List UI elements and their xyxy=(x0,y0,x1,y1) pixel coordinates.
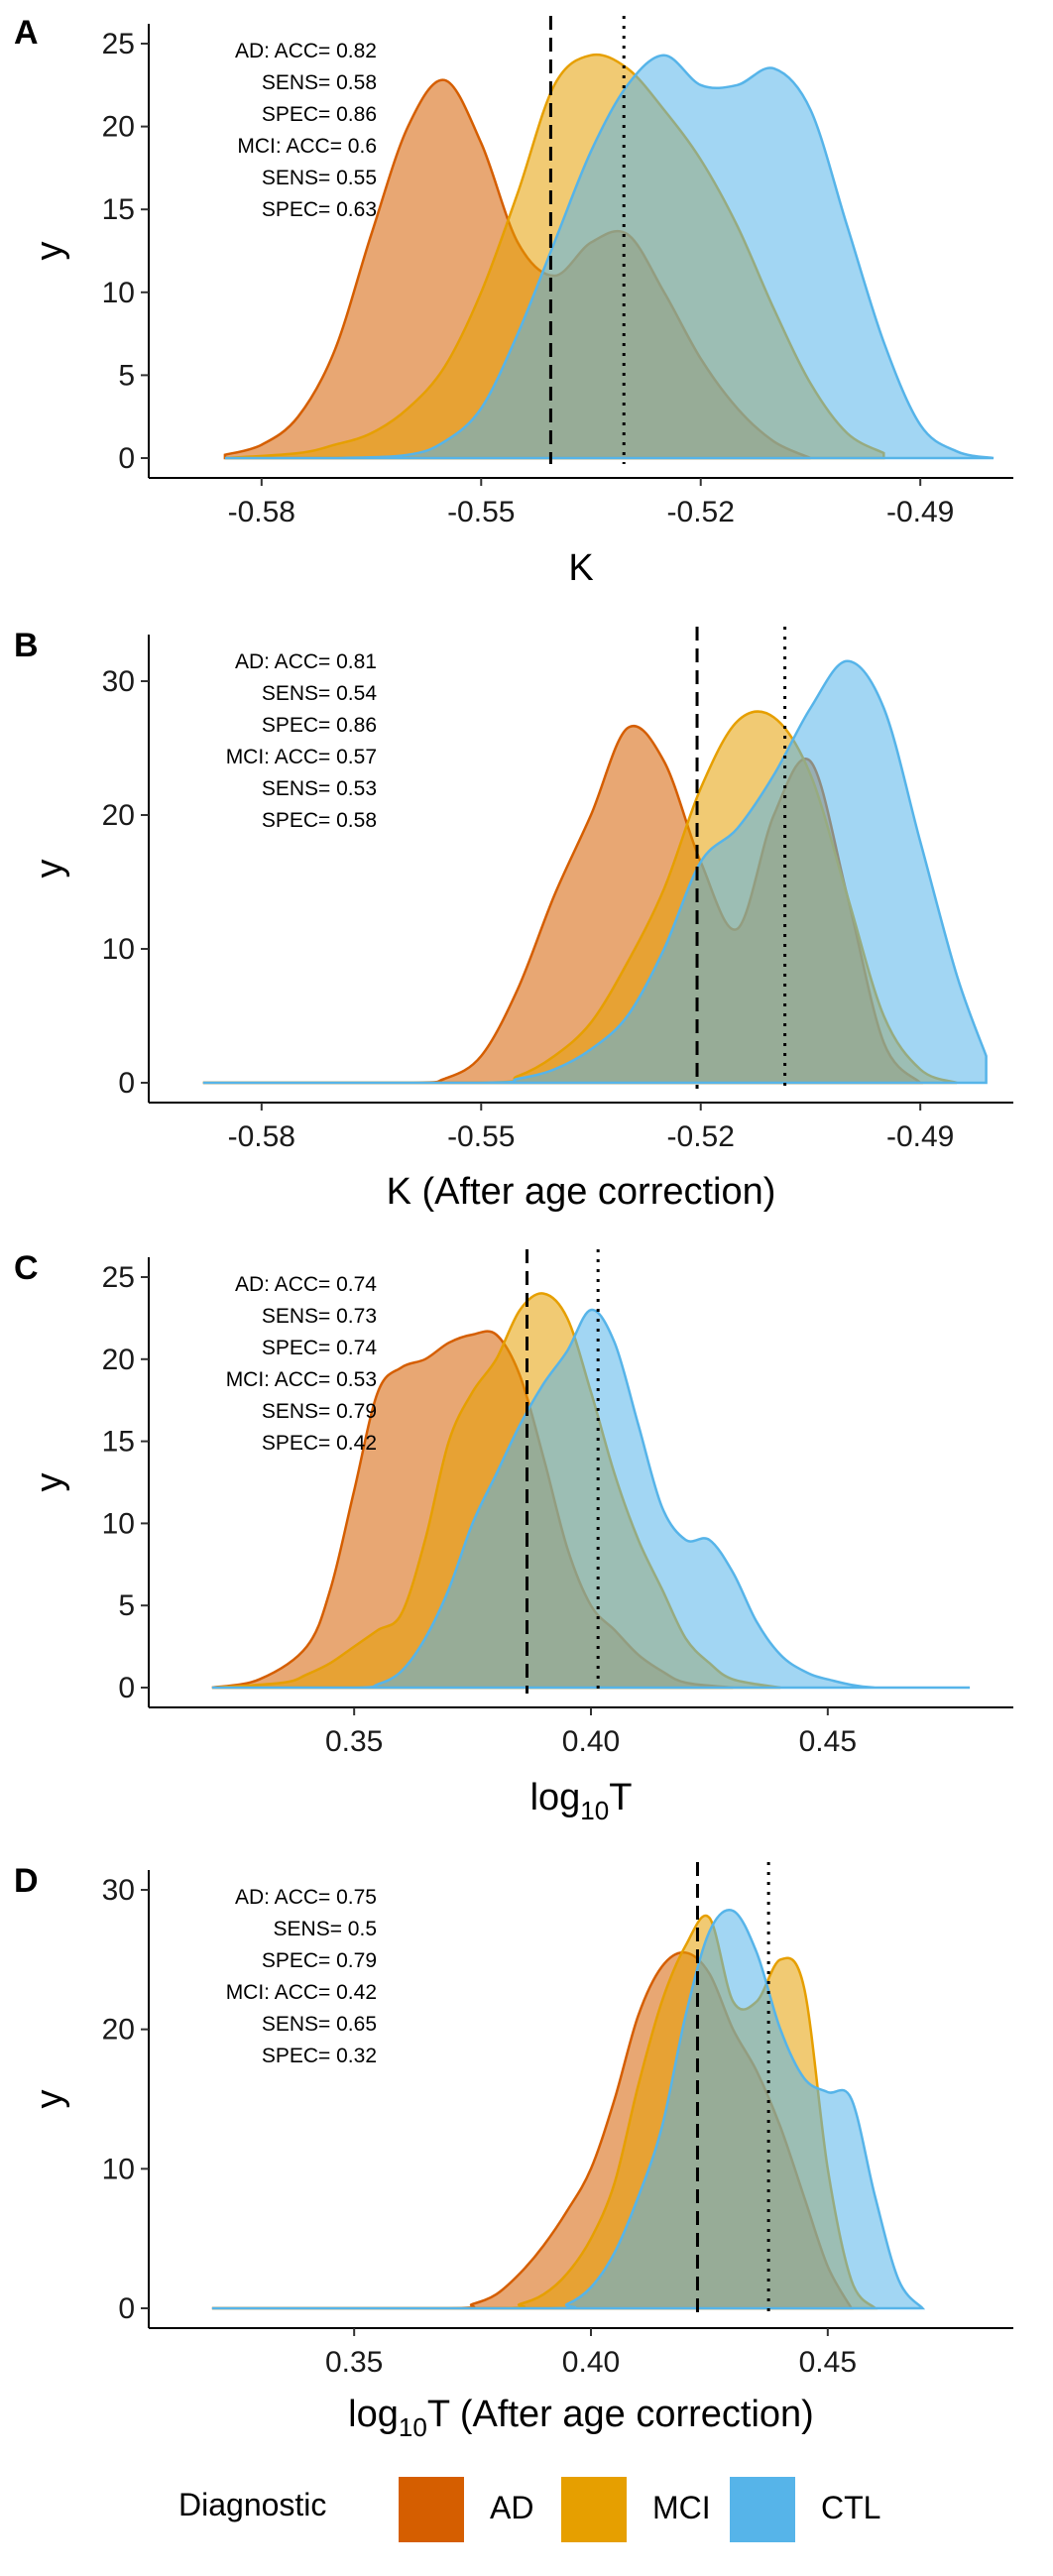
density-ctl xyxy=(202,659,988,1085)
stat-label: MCI: ACC= 0.6 xyxy=(237,135,377,158)
x-tick-label: 0.40 xyxy=(562,2346,620,2379)
y-tick-label: 0 xyxy=(118,442,135,475)
x-axis-title: K xyxy=(568,547,593,589)
x-tick-label: -0.55 xyxy=(447,1120,515,1153)
stat-label: SENS= 0.55 xyxy=(262,167,377,189)
y-tick-label: 10 xyxy=(102,1507,135,1540)
y-tick-label: 0 xyxy=(118,1672,135,1704)
panel-letter: C xyxy=(14,1249,39,1287)
stat-label: SENS= 0.54 xyxy=(262,682,377,705)
y-tick-label: 20 xyxy=(102,111,135,144)
y-tick-label: 25 xyxy=(102,1261,135,1294)
x-tick-label: -0.58 xyxy=(228,1120,295,1153)
stat-label: SPEC= 0.79 xyxy=(262,1949,377,1972)
y-axis-title: y xyxy=(29,1473,70,1492)
y-tick-label: 5 xyxy=(118,359,135,392)
x-tick-label: -0.55 xyxy=(447,496,515,528)
stat-label: AD: ACC= 0.75 xyxy=(235,1886,377,1909)
legend-title: Diagnostic xyxy=(178,2487,326,2522)
stat-label: SPEC= 0.32 xyxy=(262,2045,377,2067)
x-tick-label: -0.58 xyxy=(228,496,295,528)
density-ctl xyxy=(224,54,994,460)
stat-label: AD: ACC= 0.74 xyxy=(235,1273,377,1296)
stat-label: SENS= 0.53 xyxy=(262,777,377,800)
stat-label: SENS= 0.5 xyxy=(274,1918,377,1940)
x-tick-label: 0.35 xyxy=(325,2346,383,2379)
stat-label: MCI: ACC= 0.53 xyxy=(226,1368,377,1391)
stat-label: SENS= 0.79 xyxy=(262,1400,377,1423)
x-tick-label: -0.52 xyxy=(667,1120,735,1153)
y-tick-label: 0 xyxy=(118,1067,135,1100)
stat-label: SENS= 0.73 xyxy=(262,1305,377,1328)
panel-letter: A xyxy=(14,14,39,52)
legend-label-ctl: CTL xyxy=(821,2490,880,2525)
y-axis-title: y xyxy=(29,2090,70,2109)
x-axis-title: log10T (After age correction) xyxy=(348,2394,814,2442)
x-axis-title: log10T xyxy=(530,1777,633,1825)
legend-label-mci: MCI xyxy=(652,2490,711,2525)
y-tick-label: 15 xyxy=(102,193,135,226)
x-tick-label: 0.35 xyxy=(325,1725,383,1758)
y-tick-label: 20 xyxy=(102,2014,135,2047)
x-tick-label: -0.49 xyxy=(886,1120,954,1153)
legend: Diagnostic AD MCI CTL xyxy=(178,2477,880,2542)
x-tick-label: -0.49 xyxy=(886,496,954,528)
y-tick-label: 10 xyxy=(102,933,135,966)
y-tick-label: 5 xyxy=(118,1589,135,1622)
y-tick-label: 20 xyxy=(102,799,135,832)
stat-label: SPEC= 0.86 xyxy=(262,714,377,737)
y-tick-label: 10 xyxy=(102,277,135,309)
legend-swatch-ad xyxy=(399,2477,464,2542)
x-tick-label: 0.45 xyxy=(799,1725,857,1758)
panel-letter: B xyxy=(14,627,39,664)
stat-label: SENS= 0.65 xyxy=(262,2013,377,2036)
density-ctl xyxy=(211,1909,926,2310)
stat-label: SPEC= 0.42 xyxy=(262,1432,377,1455)
y-tick-label: 25 xyxy=(102,28,135,60)
x-tick-label: 0.45 xyxy=(799,2346,857,2379)
stat-label: SPEC= 0.86 xyxy=(262,103,377,126)
stat-label: MCI: ACC= 0.57 xyxy=(226,746,377,768)
y-tick-label: 20 xyxy=(102,1344,135,1376)
stat-label: MCI: ACC= 0.42 xyxy=(226,1981,377,2004)
panel-d: D 0 10 20 30 0.35 0.40 0.45 y log10T (After age c… xyxy=(14,1862,1013,2442)
y-tick-label: 30 xyxy=(102,1874,135,1907)
x-axis-title: K (After age correction) xyxy=(387,1171,776,1213)
stat-label: SENS= 0.58 xyxy=(262,71,377,94)
stat-label: AD: ACC= 0.81 xyxy=(235,650,377,673)
legend-label-ad: AD xyxy=(490,2490,533,2525)
y-tick-label: 0 xyxy=(118,2292,135,2325)
stat-label: SPEC= 0.74 xyxy=(262,1337,377,1359)
density-ctl xyxy=(211,1308,971,1690)
stat-label: SPEC= 0.63 xyxy=(262,198,377,221)
stat-label: AD: ACC= 0.82 xyxy=(235,40,377,62)
y-tick-label: 30 xyxy=(102,665,135,698)
x-tick-label: -0.52 xyxy=(667,496,735,528)
y-tick-label: 10 xyxy=(102,2153,135,2185)
stat-label: SPEC= 0.58 xyxy=(262,809,377,832)
y-axis-title: y xyxy=(29,860,70,878)
panel-b: B 0 10 20 30 -0.58 -0.55 -0.52 -0.49 y K (After ag… xyxy=(14,627,1013,1213)
panel-letter: D xyxy=(14,1862,39,1900)
x-tick-label: 0.40 xyxy=(562,1725,620,1758)
panel-c: C 0 5 10 15 20 25 0.35 0.40 0.45 y log10T AD: ACC= 0… xyxy=(14,1249,1013,1825)
legend-swatch-ctl xyxy=(730,2477,795,2542)
legend-swatch-mci xyxy=(561,2477,627,2542)
y-axis-title: y xyxy=(29,242,70,261)
panel-a: A 0 5 10 15 20 25 -0.58 -0.55 -0.52 -0.49 y K AD: ACC… xyxy=(14,14,1013,589)
y-tick-label: 15 xyxy=(102,1426,135,1459)
